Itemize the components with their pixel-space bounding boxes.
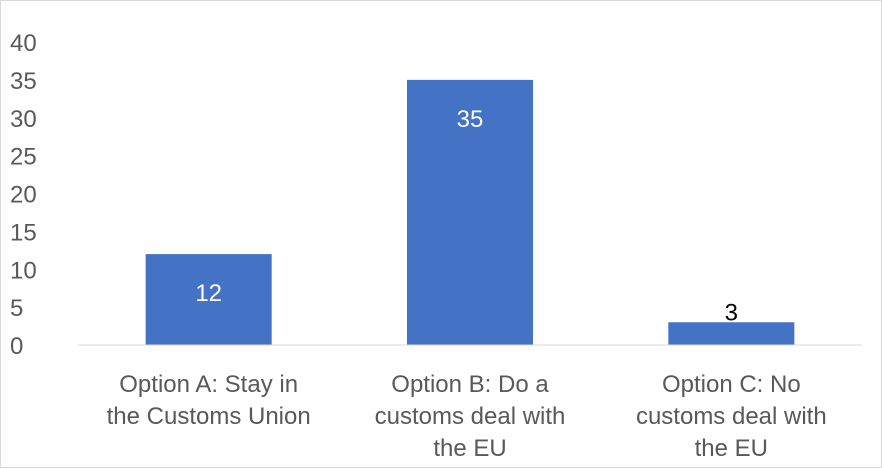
x-category-label: Option B: Do a customs deal with the EU [375, 371, 566, 462]
bars [145, 79, 795, 345]
y-tick-label: 30 [10, 106, 37, 133]
data-labels: 12 35 3 [195, 106, 738, 326]
y-tick-label: 35 [10, 68, 37, 95]
y-tick-label: 25 [10, 144, 37, 171]
y-axis: 0 5 10 15 20 25 30 35 40 [10, 30, 37, 360]
y-tick-label: 20 [10, 182, 37, 209]
x-axis: Option A: Stay in the Customs Union Option… [107, 371, 827, 462]
y-tick-label: 0 [10, 333, 23, 360]
bar [668, 322, 795, 345]
y-tick-label: 40 [10, 30, 37, 57]
bar-value-label: 35 [457, 106, 484, 133]
y-tick-label: 5 [10, 295, 23, 322]
y-tick-label: 15 [10, 219, 37, 246]
x-category-label: Option C: No customs deal with the EU [636, 371, 827, 462]
y-tick-label: 10 [10, 257, 37, 284]
x-category-label: Option A: Stay in the Customs Union [107, 371, 311, 430]
bar-value-label: 12 [195, 280, 222, 307]
bar [407, 79, 533, 345]
bar [145, 254, 272, 345]
bar-value-label: 3 [725, 299, 738, 326]
